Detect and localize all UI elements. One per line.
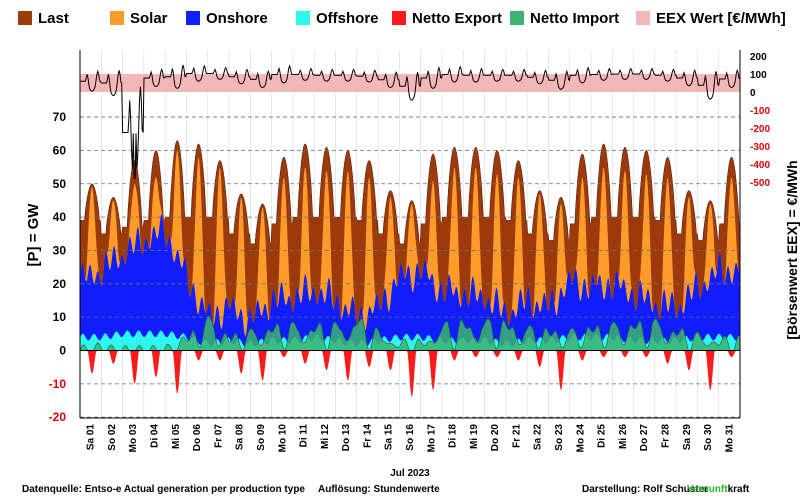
legend-item-1: Solar [110,10,168,27]
legend-swatch-5 [510,11,524,25]
right-tick-label: -100 [750,106,770,117]
left-tick-label: -10 [49,377,67,391]
day-label: Mi 26 [618,424,629,449]
day-label: Do 06 [192,424,203,452]
day-label: Do 27 [639,424,650,452]
day-label: Sa 08 [235,424,246,451]
day-label: Fr 07 [213,424,224,448]
right-tick-label: 0 [750,88,756,99]
day-label: So 02 [107,424,118,451]
footer-brand: Vernunftkraft [687,484,749,495]
legend-item-2: Onshore [186,10,268,27]
day-label: Di 18 [448,424,459,448]
legend-label-5: Netto Import [530,10,620,27]
left-tick-label: 20 [53,277,67,291]
series-last-line [80,140,740,245]
day-label: Mi 19 [469,424,480,449]
left-tick-label: 10 [53,310,67,324]
day-label: Do 20 [490,424,501,452]
day-label: Di 25 [597,424,608,448]
left-tick-label: 70 [53,110,67,124]
footer-author: Darstellung: Rolf Schuster [582,484,709,495]
right-tick-label: -200 [750,124,770,135]
day-label: So 23 [554,424,565,451]
day-label: Mi 05 [171,424,182,449]
day-label: Sa 01 [86,424,97,451]
brand-part2: kraft [727,484,750,495]
legend-label-6: EEX Wert [€/MWh] [656,10,786,27]
series-export-area [80,350,740,397]
right-tick-label: -300 [750,142,770,153]
day-label: Sa 29 [682,424,693,451]
right-tick-label: -500 [750,178,770,189]
y-axis-left-title: [P] = GW [25,203,42,267]
chart-legend: Last Solar Onshore Offshore Netto Export Nett… [0,6,812,30]
day-label: Sa 22 [533,424,544,451]
day-label: Do 13 [341,424,352,452]
day-label: So 16 [405,424,416,451]
day-label: Fr 21 [511,424,522,448]
left-tick-label: 60 [53,143,67,157]
legend-swatch-1 [110,11,124,25]
left-tick-label: 30 [53,243,67,257]
day-label: Mo 17 [426,424,437,453]
footer-resolution: Auflösung: Stundenwerte [318,484,440,495]
legend-item-3: Offshore [296,10,379,27]
legend-swatch-3 [296,11,310,25]
day-label: Fr 28 [660,424,671,448]
series-eex-line [80,64,741,179]
legend-swatch-6 [636,11,650,25]
day-label: Mo 31 [724,424,735,453]
legend-label-1: Solar [130,10,168,27]
legend-label-2: Onshore [206,10,268,27]
right-tick-label: 100 [750,70,767,81]
legend-label-4: Netto Export [412,10,502,27]
day-label: Fr 14 [362,424,373,448]
day-label: So 09 [256,424,267,451]
y-axis-right-title: [Börsenwert EEX] = €/MWh [784,160,800,339]
legend-item-6: EEX Wert [€/MWh] [636,10,786,27]
day-label: Mi 12 [320,424,331,449]
right-tick-label: 200 [750,52,767,63]
legend-swatch-2 [186,11,200,25]
left-tick-label: 50 [53,177,67,191]
left-tick-label: -20 [49,410,67,424]
x-axis-title: Jul 2023 [390,468,430,479]
legend-label-0: Last [38,10,69,27]
series-import-area [80,316,740,351]
day-label: Di 04 [150,424,161,448]
legend-item-0: Last [18,10,69,27]
legend-label-3: Offshore [316,10,379,27]
legend-item-4: Netto Export [392,10,502,27]
day-label: Mo 10 [277,424,288,453]
day-label: Mo 24 [575,424,586,453]
brand-part1: Vernunft [687,484,728,495]
day-label: Mo 03 [128,424,139,453]
right-tick-label: -400 [750,160,770,171]
legend-swatch-0 [18,11,32,25]
series-onshore-area [80,214,740,351]
day-label: So 30 [703,424,714,451]
day-label: Sa 15 [384,424,395,451]
eex-band [80,74,740,92]
legend-swatch-4 [392,11,406,25]
left-tick-label: 40 [53,210,67,224]
day-label: Di 11 [299,424,310,448]
footer-source: Datenquelle: Entso-e Actual generation p… [22,484,305,495]
legend-item-5: Netto Import [510,10,619,27]
left-tick-label: 0 [59,344,66,358]
